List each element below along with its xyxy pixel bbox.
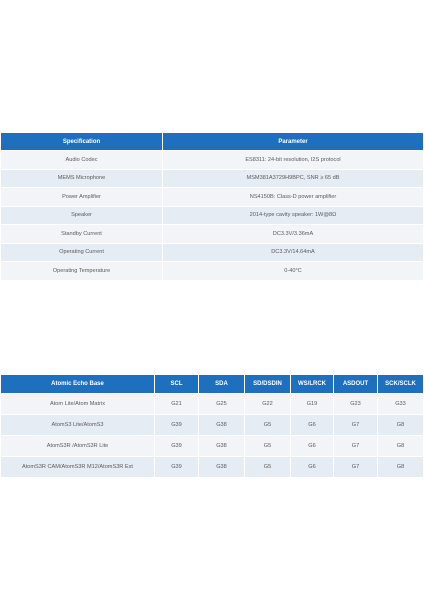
header-atomic-echo-base: Atomic Echo Base bbox=[1, 375, 154, 393]
pin-cell: G23 bbox=[334, 394, 377, 414]
pin-cell: G33 bbox=[378, 394, 423, 414]
table-row: AtomS3R CAM/AtomS3R M12/AtomS3R Ext G39 … bbox=[1, 457, 423, 477]
spec-name: Standby Current bbox=[1, 225, 162, 243]
spec-value: MSM381A3729H9BPC, SNR ≥ 65 dB bbox=[163, 169, 423, 187]
table-row: AtomS3 Lite/AtomS3 G39 G38 G5 G6 G7 G8 bbox=[1, 415, 423, 435]
spec-name: Power Amplifier bbox=[1, 188, 162, 206]
pin-cell: G6 bbox=[291, 415, 333, 435]
header-sd-dsdin: SD/DSDIN bbox=[245, 375, 290, 393]
spec-name: Operating Temperature bbox=[1, 262, 162, 280]
pin-cell: G39 bbox=[155, 457, 198, 477]
pin-cell: G38 bbox=[199, 457, 244, 477]
pin-cell: G8 bbox=[378, 415, 423, 435]
header-asdout: ASDOUT bbox=[334, 375, 377, 393]
spec-name: Audio Codec bbox=[1, 151, 162, 169]
table-row: Power Amplifier NS4150B: Class-D power a… bbox=[1, 188, 423, 206]
pin-cell: G8 bbox=[378, 436, 423, 456]
table-row: Atom Lite/Atom Matrix G21 G25 G22 G19 G2… bbox=[1, 394, 423, 414]
table-header-row: Specification Parameter bbox=[1, 133, 423, 150]
table-header-row: Atomic Echo Base SCL SDA SD/DSDIN WS/LRC… bbox=[1, 375, 423, 393]
pin-cell: G8 bbox=[378, 457, 423, 477]
table-row: Operating Current DC3.3V/14.64mA bbox=[1, 243, 423, 261]
spec-value: DC3.3V/3.36mA bbox=[163, 225, 423, 243]
pin-cell: G39 bbox=[155, 436, 198, 456]
table-row: AtomS3R /AtomS3R Lite G39 G38 G5 G6 G7 G… bbox=[1, 436, 423, 456]
spec-name: MEMS Microphone bbox=[1, 169, 162, 187]
pin-cell: G5 bbox=[245, 436, 290, 456]
pin-cell: G7 bbox=[334, 415, 377, 435]
device-name: AtomS3R CAM/AtomS3R M12/AtomS3R Ext bbox=[1, 457, 154, 477]
header-scl: SCL bbox=[155, 375, 198, 393]
pin-cell: G19 bbox=[291, 394, 333, 414]
pin-cell: G39 bbox=[155, 415, 198, 435]
pin-cell: G7 bbox=[334, 436, 377, 456]
pin-cell: G25 bbox=[199, 394, 244, 414]
header-specification: Specification bbox=[1, 133, 162, 150]
pin-cell: G21 bbox=[155, 394, 198, 414]
table-row: Operating Temperature 0-40°C bbox=[1, 262, 423, 280]
table-row: Audio Codec ES8311: 24-bit resolution, I… bbox=[1, 151, 423, 169]
table-row: MEMS Microphone MSM381A3729H9BPC, SNR ≥ … bbox=[1, 169, 423, 187]
pin-mapping-table: Atomic Echo Base SCL SDA SD/DSDIN WS/LRC… bbox=[0, 374, 424, 478]
pin-cell: G7 bbox=[334, 457, 377, 477]
device-name: AtomS3 Lite/AtomS3 bbox=[1, 415, 154, 435]
table-row: Speaker 2014-type cavity speaker: 1W@8Ω bbox=[1, 206, 423, 224]
device-name: AtomS3R /AtomS3R Lite bbox=[1, 436, 154, 456]
specification-table: Specification Parameter Audio Codec ES83… bbox=[0, 132, 424, 281]
spec-value: 2014-type cavity speaker: 1W@8Ω bbox=[163, 206, 423, 224]
spec-name: Operating Current bbox=[1, 243, 162, 261]
header-sda: SDA bbox=[199, 375, 244, 393]
table-row: Standby Current DC3.3V/3.36mA bbox=[1, 225, 423, 243]
pin-cell: G38 bbox=[199, 436, 244, 456]
pin-cell: G6 bbox=[291, 457, 333, 477]
pin-cell: G22 bbox=[245, 394, 290, 414]
header-ws-lrck: WS/LRCK bbox=[291, 375, 333, 393]
header-sck-sclk: SCK/SCLK bbox=[378, 375, 423, 393]
pin-cell: G6 bbox=[291, 436, 333, 456]
spec-value: 0-40°C bbox=[163, 262, 423, 280]
spec-value: NS4150B: Class-D power amplifier bbox=[163, 188, 423, 206]
spec-name: Speaker bbox=[1, 206, 162, 224]
pin-cell: G38 bbox=[199, 415, 244, 435]
spec-value: DC3.3V/14.64mA bbox=[163, 243, 423, 261]
pin-cell: G5 bbox=[245, 457, 290, 477]
pin-cell: G5 bbox=[245, 415, 290, 435]
header-parameter: Parameter bbox=[163, 133, 423, 150]
device-name: Atom Lite/Atom Matrix bbox=[1, 394, 154, 414]
spec-value: ES8311: 24-bit resolution, I2S protocol bbox=[163, 151, 423, 169]
